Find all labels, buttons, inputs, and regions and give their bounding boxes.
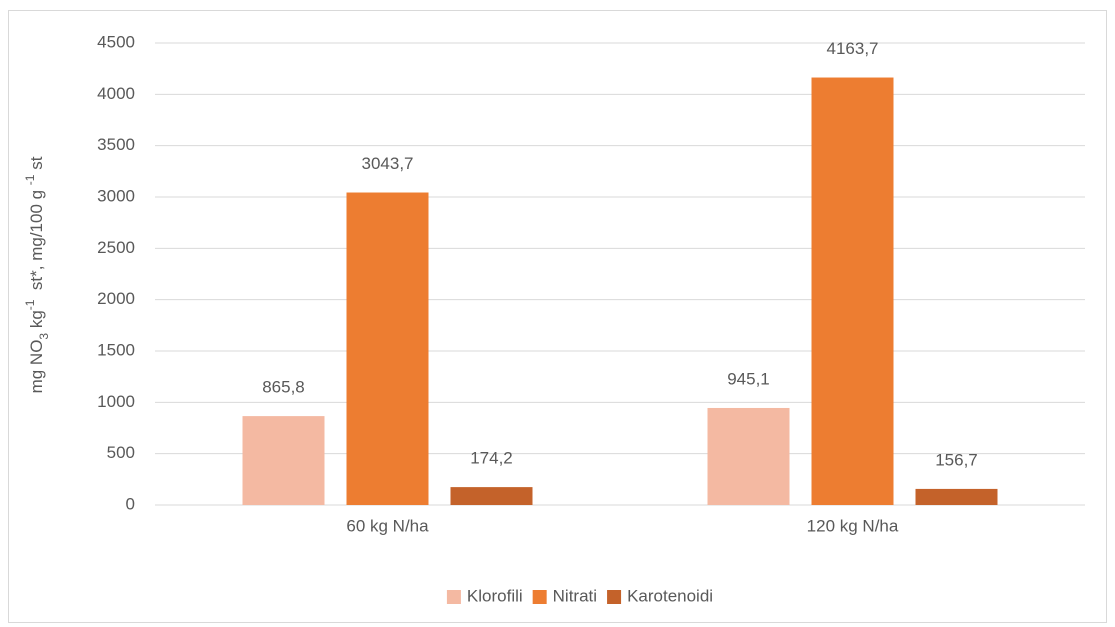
y-tick-label: 2000 — [97, 289, 135, 308]
y-axis-label-part: st — [27, 156, 46, 174]
y-tick-label: 1000 — [97, 392, 135, 411]
data-label: 3043,7 — [362, 154, 414, 173]
y-tick-label: 4000 — [97, 84, 135, 103]
y-axis-label-part: kg — [27, 310, 46, 333]
y-axis-label-part: -1 — [23, 299, 37, 310]
y-axis-label-part: 3 — [37, 333, 51, 340]
chart-border — [8, 10, 1107, 623]
bar — [915, 488, 998, 505]
y-tick-label: 500 — [107, 443, 135, 462]
data-label: 945,1 — [727, 369, 770, 388]
y-tick-label: 3500 — [97, 135, 135, 154]
y-tick-label: 3000 — [97, 186, 135, 205]
data-label: 4163,7 — [827, 39, 879, 58]
legend-label: Nitrati — [553, 586, 597, 605]
x-tick-label: 120 kg N/ha — [807, 516, 899, 535]
bar — [346, 192, 429, 505]
data-label: 174,2 — [470, 449, 513, 468]
bar — [811, 77, 894, 506]
legend-swatch — [607, 590, 622, 604]
y-tick-label: 4500 — [97, 32, 135, 51]
bar — [450, 487, 533, 505]
data-label: 865,8 — [262, 378, 305, 397]
legend-swatch — [532, 590, 547, 604]
y-axis-label-part: -1 — [23, 174, 37, 185]
y-axis-label-part: mg NO — [27, 340, 46, 394]
legend-label: Klorofili — [467, 586, 523, 605]
legend-swatch — [446, 590, 461, 604]
x-tick-label: 60 kg N/ha — [346, 516, 429, 535]
legend-label: Karotenoidi — [627, 586, 713, 605]
bar — [242, 416, 325, 505]
y-tick-label: 1500 — [97, 340, 135, 359]
data-label: 156,7 — [935, 450, 978, 469]
y-axis-label: mg NO3 kg-1 st*, mg/100 g -1 st — [23, 156, 51, 393]
y-tick-label: 2500 — [97, 238, 135, 257]
bar — [707, 407, 790, 505]
y-axis-label-part: st*, mg/100 g — [27, 185, 46, 299]
y-tick-label: 0 — [126, 494, 135, 513]
